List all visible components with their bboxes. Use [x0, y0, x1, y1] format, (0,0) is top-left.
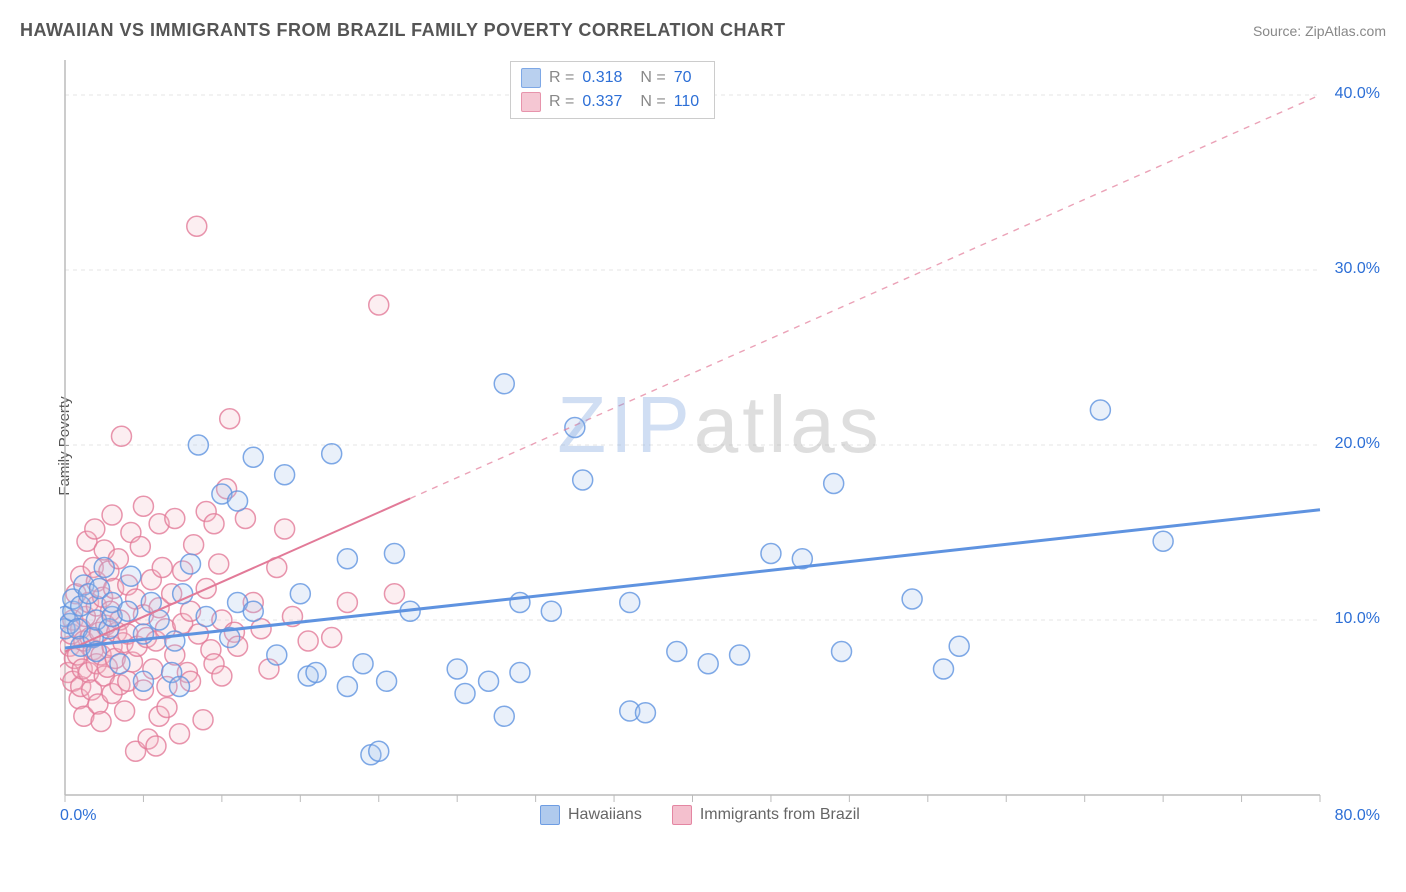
legend-swatch-icon — [521, 92, 541, 112]
n-label: N = — [640, 90, 665, 114]
legend-swatch-icon — [672, 805, 692, 825]
scatter-chart — [60, 55, 1380, 825]
n-label: N = — [640, 66, 665, 90]
r-label: R = — [549, 66, 574, 90]
stat-legend-row: R = 0.337 N = 110 — [521, 90, 704, 114]
source-label: Source: ZipAtlas.com — [1253, 23, 1386, 39]
series-legend-item: Hawaiians — [540, 805, 642, 825]
series-label: Immigrants from Brazil — [700, 806, 860, 824]
plot-area: ZIPatlas R =0.318N =70R =0.337N =110 Haw… — [60, 55, 1380, 825]
series-label: Hawaiians — [568, 806, 642, 824]
y-tick-label: 30.0% — [1335, 260, 1380, 278]
series-legend-item: Immigrants from Brazil — [672, 805, 860, 825]
y-tick-label: 20.0% — [1335, 435, 1380, 453]
x-max-label: 80.0% — [1335, 807, 1380, 825]
chart-title: HAWAIIAN VS IMMIGRANTS FROM BRAZIL FAMIL… — [20, 20, 786, 41]
series-legend: Hawaiians Immigrants from Brazil — [540, 805, 860, 825]
x-origin-label: 0.0% — [60, 807, 96, 825]
r-value: 0.337 — [582, 90, 632, 114]
stat-legend-row: R = 0.318 N = 70 — [521, 66, 704, 90]
n-value: 70 — [674, 66, 704, 90]
legend-swatch-icon — [540, 805, 560, 825]
n-value: 110 — [674, 90, 704, 114]
y-tick-label: 40.0% — [1335, 85, 1380, 103]
y-tick-label: 10.0% — [1335, 610, 1380, 628]
r-label: R = — [549, 90, 574, 114]
r-value: 0.318 — [582, 66, 632, 90]
stat-legend: R = 0.318 N = 70 R = 0.337 N = 110 — [510, 61, 715, 119]
legend-swatch-icon — [521, 68, 541, 88]
